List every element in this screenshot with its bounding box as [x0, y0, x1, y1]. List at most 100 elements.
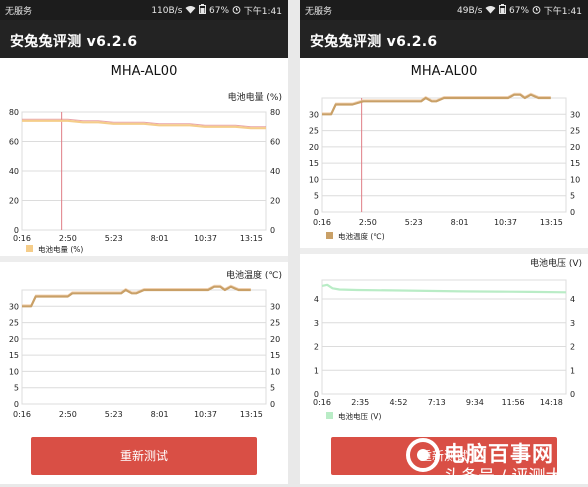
y-tick-right: 0 [270, 400, 275, 409]
series-line [322, 93, 551, 116]
y-tick-right: 30 [570, 110, 580, 119]
y-tick-left: 2 [314, 343, 319, 352]
chart-divider [0, 256, 288, 262]
x-tick-label: 10:37 [194, 234, 217, 243]
chart-title: 电池电压 (V) [530, 257, 582, 269]
x-tick-label: 13:15 [540, 218, 563, 227]
left-screen: 无服务 110B/s 67% 下午1:41 安兔兔评测 v6.2.6 MHA-A… [0, 0, 288, 484]
x-tick-label: 5:23 [405, 218, 423, 227]
y-tick-right: 80 [270, 108, 280, 117]
series-highlight-line [322, 92, 551, 114]
legend-swatch [326, 232, 333, 239]
x-tick-label: 9:34 [466, 398, 484, 407]
y-tick-left: 3 [314, 319, 319, 328]
y-tick-left: 0 [314, 390, 319, 399]
legend-label: 电池电量 (%) [38, 244, 83, 254]
chart-title: 电池电量 (%) [228, 91, 282, 103]
y-tick-left: 15 [9, 351, 19, 360]
x-tick-label: 0:16 [313, 398, 331, 407]
x-tick-label: 13:15 [240, 410, 263, 419]
legend-label: 电池温度 (℃) [338, 231, 385, 241]
x-tick-label: 7:13 [428, 398, 446, 407]
series-line [22, 119, 266, 130]
app-title: 安兔兔评测 v6.2.6 [310, 34, 438, 50]
voltage-chart-svg: 0 0 1 1 2 2 3 3 4 4 电池电压 (V) 0:16 2:35 4:52 7:13 9:34 11… [313, 257, 582, 421]
y-tick-right: 25 [570, 127, 580, 136]
x-tick-label: 2:50 [59, 234, 77, 243]
x-tick-label: 8:01 [451, 218, 469, 227]
y-tick-left: 10 [9, 367, 19, 376]
y-tick-left: 30 [309, 110, 319, 119]
battery-percent: 67% [209, 5, 230, 16]
x-tick-label: 0:16 [13, 410, 31, 419]
y-tick-left: 20 [9, 335, 19, 344]
x-tick-label: 8:01 [151, 410, 169, 419]
alarm-icon [232, 5, 241, 17]
x-tick-label: 5:23 [105, 410, 123, 419]
legend-swatch [26, 245, 33, 252]
temperature-chart-svg: 0 0 5 5 10 10 15 15 20 20 25 25 30 30 电池温度 (℃) 0:16 2:50… [9, 269, 282, 419]
series-line [22, 285, 251, 308]
voltage-chart: 0 0 1 1 2 2 3 3 4 4 电池电压 (V) 0:16 2:35 4:52 7:13 9:34 11… [300, 254, 588, 430]
y-tick-left: 60 [9, 138, 19, 147]
carrier-status: 无服务 [5, 7, 33, 17]
y-tick-right: 0 [270, 226, 275, 235]
y-tick-right: 20 [570, 143, 580, 152]
alarm-icon [532, 5, 541, 17]
y-tick-right: 30 [270, 302, 280, 311]
y-tick-left: 20 [309, 143, 319, 152]
x-tick-label: 11:56 [502, 398, 525, 407]
y-tick-left: 5 [314, 192, 319, 201]
temperature-chart: 0 0 5 5 10 10 15 15 20 20 25 25 30 30 电池温度 (℃) 0:16 2:50… [0, 262, 288, 428]
watermark-subtitle: 头条号 / 评测大仁 [444, 467, 580, 487]
x-tick-label: 2:50 [359, 218, 377, 227]
clock-time: 下午1:41 [543, 7, 582, 17]
watermark-brand: 电脑百事网 [444, 442, 554, 466]
y-tick-left: 0 [14, 400, 19, 409]
clock-time: 下午1:41 [243, 7, 282, 17]
y-tick-right: 0 [570, 390, 575, 399]
x-tick-label: 8:01 [151, 234, 169, 243]
plot-frame [21, 289, 267, 405]
right-screen: 无服务 49B/s 67% 下午1:41 安兔兔评测 v6.2.6 MHA-AL… [300, 0, 588, 484]
y-tick-right: 1 [570, 366, 575, 375]
watermark: 电脑百事网 头条号 / 评测大仁 [406, 436, 586, 487]
plot-frame [321, 97, 567, 213]
wifi-icon [185, 5, 196, 17]
x-tick-label: 0:16 [313, 218, 331, 227]
y-tick-left: 5 [14, 384, 19, 393]
y-tick-right: 15 [570, 159, 580, 168]
plot-frame [321, 279, 567, 395]
x-tick-label: 5:23 [105, 234, 123, 243]
y-tick-right: 40 [270, 167, 280, 176]
y-tick-left: 30 [9, 302, 19, 311]
battery-icon [499, 4, 507, 17]
legend-label: 电池电压 (V) [338, 411, 381, 421]
series-highlight-line [22, 118, 266, 128]
retest-button[interactable]: 重新测试 [31, 437, 257, 475]
y-tick-right: 20 [270, 335, 280, 344]
x-tick-label: 2:35 [351, 398, 369, 407]
chart-divider [300, 248, 588, 254]
y-tick-left: 40 [9, 167, 19, 176]
x-tick-label: 14:18 [540, 398, 563, 407]
x-tick-label: 2:50 [59, 410, 77, 419]
y-tick-right: 5 [570, 192, 575, 201]
x-tick-label: 10:37 [494, 218, 517, 227]
y-tick-left: 1 [314, 366, 319, 375]
y-tick-left: 0 [314, 208, 319, 217]
watermark-logo-icon [406, 438, 440, 472]
app-title: 安兔兔评测 v6.2.6 [10, 34, 138, 50]
device-name: MHA-AL00 [110, 64, 178, 79]
y-tick-right: 10 [270, 367, 280, 376]
y-tick-right: 15 [270, 351, 280, 360]
y-tick-right: 2 [570, 343, 575, 352]
x-tick-label: 4:52 [389, 398, 407, 407]
status-bar: 无服务 110B/s 67% 下午1:41 [0, 0, 288, 20]
y-tick-right: 10 [570, 175, 580, 184]
y-tick-left: 25 [9, 319, 19, 328]
retest-button[interactable]: 重新测试 [331, 437, 557, 475]
y-tick-right: 0 [570, 208, 575, 217]
temperature-chart-svg: 0 0 5 5 10 10 15 15 20 20 25 25 30 30 0:16 2:50 5:23 8:01… [309, 92, 580, 241]
network-speed: 49B/s [457, 5, 483, 16]
